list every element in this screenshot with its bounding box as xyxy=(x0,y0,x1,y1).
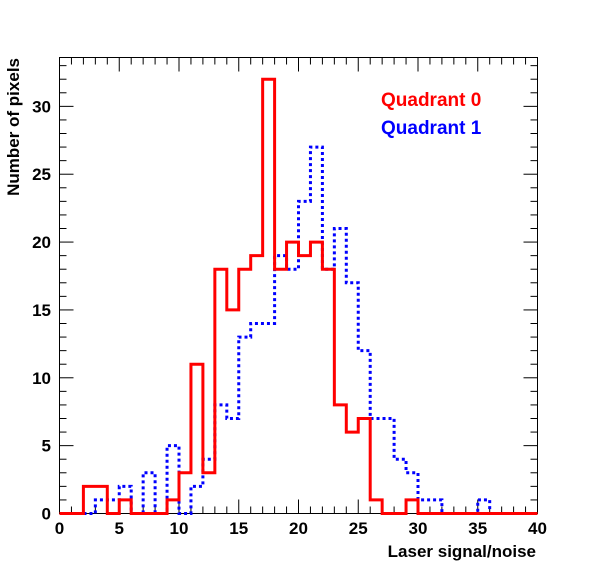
y-tick-label: 10 xyxy=(32,369,51,388)
y-tick-label: 20 xyxy=(32,233,51,252)
x-tick-label: 25 xyxy=(349,519,368,538)
legend-entry: Quadrant 1 xyxy=(381,118,482,139)
y-tick-label: 0 xyxy=(42,505,51,524)
y-tick-label: 5 xyxy=(42,437,51,456)
histogram-series-quadrant-0 xyxy=(59,77,538,515)
x-tick-label: 35 xyxy=(468,519,487,538)
x-tick-label: 5 xyxy=(115,519,124,538)
x-tick-label: 30 xyxy=(409,519,428,538)
x-tick-label: 0 xyxy=(55,519,64,538)
histogram-series-quadrant-1 xyxy=(59,145,538,515)
legend-entry: Quadrant 0 xyxy=(381,90,481,111)
x-axis-label: Laser signal/noise xyxy=(388,542,536,561)
y-tick-label: 25 xyxy=(32,165,51,184)
y-tick-label: 15 xyxy=(32,301,51,320)
x-tick-label: 20 xyxy=(289,519,308,538)
legend: Quadrant 0 Quadrant 1 xyxy=(381,90,482,139)
x-tick-label: 40 xyxy=(528,519,547,538)
x-tick-label: 10 xyxy=(170,519,189,538)
y-tick-label: 30 xyxy=(32,97,51,116)
x-tick-label: 15 xyxy=(229,519,248,538)
y-axis-label: Number of pixels xyxy=(4,58,23,196)
